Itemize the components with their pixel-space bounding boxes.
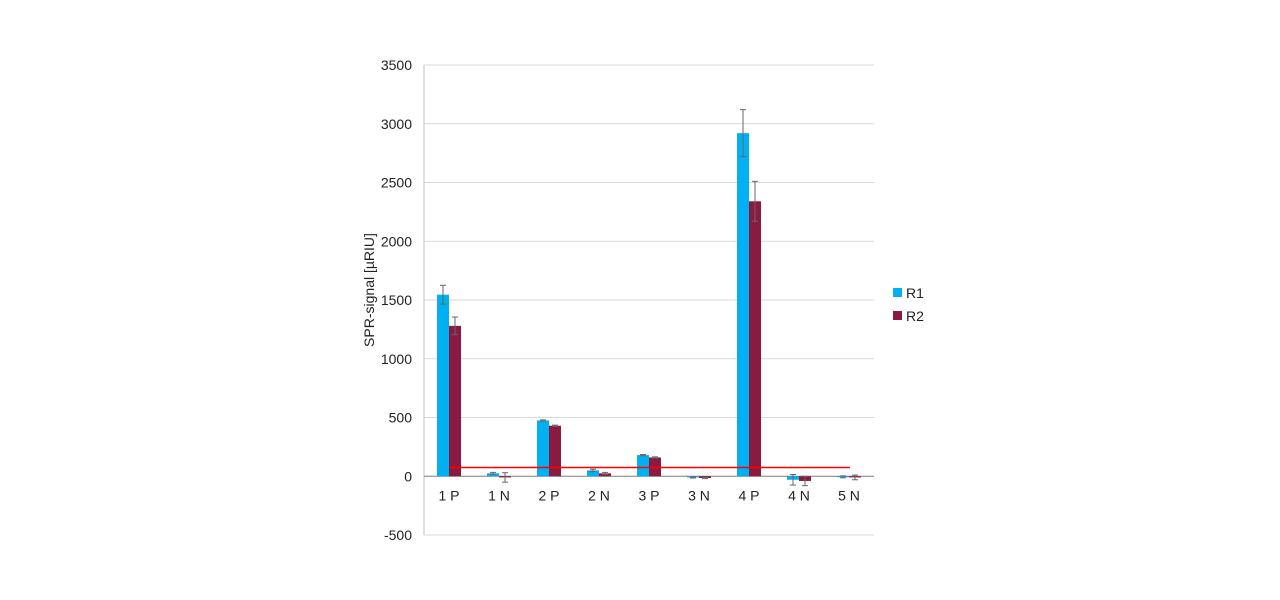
y-tick-label: 1000 [381, 351, 412, 367]
x-category-label: 2 P [538, 487, 559, 503]
bar-r1 [637, 455, 649, 477]
bar-r1 [437, 294, 449, 477]
x-category-label: 3 N [688, 487, 710, 503]
bar-r2 [549, 425, 561, 477]
y-axis-label: SPR-signal [µRIU] [361, 233, 377, 347]
legend-item-r2: R2 [893, 304, 924, 327]
y-tick-label: 0 [404, 468, 412, 484]
x-category-label: 3 P [638, 487, 659, 503]
legend-swatch-r1 [893, 288, 902, 297]
bar-r2 [599, 473, 611, 477]
bar-r1 [587, 470, 599, 477]
x-category-label: 1 P [438, 487, 459, 503]
y-tick-label: 3000 [381, 116, 412, 132]
x-category-label: 5 N [838, 487, 860, 503]
x-category-label: 1 N [488, 487, 510, 503]
x-category-label: 2 N [588, 487, 610, 503]
legend: R1 R2 [893, 281, 924, 327]
bar-r1 [737, 133, 749, 477]
y-tick-label: 3500 [381, 57, 412, 73]
legend-label-r1: R1 [906, 284, 924, 301]
y-tick-label: 2500 [381, 175, 412, 191]
y-tick-label: 500 [389, 410, 413, 426]
legend-item-r1: R1 [893, 281, 924, 304]
y-tick-label: 2000 [381, 233, 412, 249]
legend-swatch-r2 [893, 311, 902, 320]
error-bars [440, 109, 858, 487]
y-tick-label: 1500 [381, 292, 412, 308]
bars [437, 133, 861, 481]
bar-r2 [449, 325, 461, 477]
gridlines [424, 64, 874, 536]
x-category-label: 4 P [738, 487, 759, 503]
y-tick-label: -500 [384, 527, 412, 543]
y-axis-ticks: -500 0 500 1000 1500 2000 2500 3000 3500 [381, 57, 412, 543]
x-axis-categories: 1 P 1 N 2 P 2 N 3 P 3 N 4 P 4 N 5 N [438, 487, 859, 503]
bar-r1 [487, 473, 499, 477]
legend-label-r2: R2 [906, 307, 924, 324]
x-category-label: 4 N [788, 487, 810, 503]
bar-r1 [537, 420, 549, 477]
bar-r2 [749, 201, 761, 477]
